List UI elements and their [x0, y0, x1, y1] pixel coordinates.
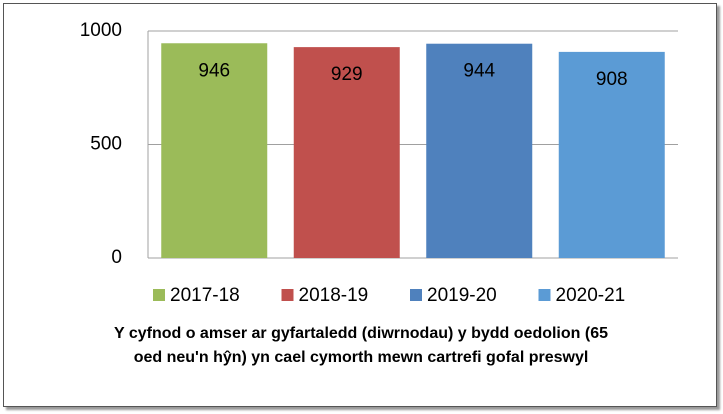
bar — [293, 47, 400, 258]
y-tick-label: 1000 — [80, 20, 122, 41]
y-tick-label: 0 — [111, 247, 122, 268]
legend-label: 2020-21 — [556, 285, 626, 306]
legend-label: 2018-19 — [299, 285, 369, 306]
legend-swatch — [410, 289, 422, 301]
data-label: 908 — [596, 69, 628, 90]
legend-swatch — [153, 289, 165, 301]
bar — [161, 43, 268, 259]
legend-label: 2017-18 — [170, 285, 240, 306]
data-label: 946 — [198, 60, 230, 81]
chart-title: Y cyfnod o amser ar gyfartaledd (diwrnod… — [113, 325, 608, 366]
bar — [558, 51, 665, 258]
y-tick-label: 500 — [90, 134, 122, 155]
legend-label: 2019-20 — [427, 285, 497, 306]
legend-swatch — [281, 289, 294, 301]
bar — [426, 43, 533, 258]
legend-swatch — [538, 289, 551, 301]
data-label: 929 — [331, 64, 363, 85]
data-label: 944 — [463, 61, 495, 82]
